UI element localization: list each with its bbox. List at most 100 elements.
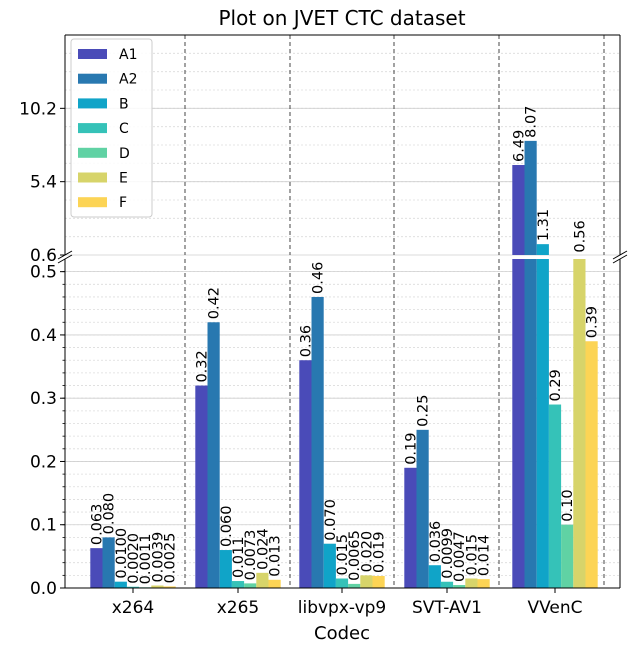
bar-D-VVenC [561, 524, 574, 588]
legend-label-E: E [119, 171, 128, 187]
x-tick-label: x264 [112, 598, 155, 618]
data-label: 0.0011 [138, 534, 154, 585]
y-tick-label: 0.0 [30, 579, 57, 599]
data-label: 0.024 [255, 528, 271, 570]
bar-B-VVenC-upper [536, 244, 549, 255]
bar-C-libvpx-vp9 [335, 578, 349, 588]
data-label: 0.39 [585, 306, 601, 338]
axis-break-mark [612, 254, 628, 264]
axis-break-mark [612, 250, 628, 260]
axis-break-mark [57, 254, 73, 264]
y-tick-label: 0.1 [30, 516, 57, 536]
data-label: 0.013 [268, 535, 284, 577]
data-label: 0.25 [416, 395, 432, 427]
bar-A2-x265 [207, 322, 220, 588]
data-label: 0.0020 [126, 533, 142, 584]
data-label: 0.0100 [114, 528, 130, 579]
bar-A1-SVT-AV1 [404, 467, 417, 588]
legend-label-B: B [119, 96, 129, 112]
bar-A1-VVenC-upper [512, 165, 525, 255]
bar-E-x265 [256, 572, 269, 588]
data-label: 0.015 [335, 534, 351, 576]
data-label: 0.014 [477, 535, 493, 577]
legend-swatch-C [78, 123, 107, 134]
data-label: 0.10 [560, 489, 576, 521]
bar-A1-x265 [195, 385, 208, 588]
legend-swatch-B [78, 98, 107, 109]
bar-B-SVT-AV1 [428, 565, 441, 588]
x-tick-label: x265 [217, 598, 260, 618]
x-axis-label: Codec [314, 623, 370, 644]
y-tick-label: 0.5 [30, 263, 57, 283]
data-label: 0.0025 [163, 533, 179, 584]
data-label: 0.011 [231, 537, 247, 579]
data-label: 0.0047 [452, 531, 468, 582]
data-label: 8.07 [524, 106, 540, 138]
bar-F-x265 [268, 579, 281, 588]
bar-B-x264 [114, 581, 127, 588]
data-label: 0.0073 [243, 530, 259, 581]
legend-label-F: F [119, 195, 127, 211]
bar-B-VVenC-lower [536, 259, 549, 588]
data-label: 0.080 [102, 493, 118, 535]
legend-swatch-E [78, 172, 107, 183]
bar-A1-VVenC-lower [512, 259, 525, 588]
bar-D-libvpx-vp9 [348, 583, 361, 588]
bar-C-x265 [231, 581, 245, 588]
data-label: 0.0039 [150, 532, 166, 583]
legend-swatch-A2 [78, 73, 107, 84]
x-tick-label: libvpx-vp9 [298, 598, 387, 618]
data-label: 0.063 [89, 504, 105, 546]
data-label: 0.036 [428, 521, 444, 563]
bar-E-SVT-AV1 [465, 578, 478, 588]
y-tick-label: 0.3 [30, 389, 57, 409]
legend-label-A1: A1 [119, 47, 137, 63]
bar-F-x264 [163, 586, 176, 588]
bar-B-libvpx-vp9 [323, 543, 336, 588]
data-label: 0.0065 [347, 530, 363, 581]
bar-C-VVenC [548, 404, 562, 588]
bar-A2-x264 [102, 537, 115, 588]
data-label: 0.42 [207, 287, 223, 319]
data-label: 0.36 [298, 325, 314, 357]
data-label: 1.31 [536, 209, 552, 241]
bar-E-VVenC-lower [573, 259, 586, 588]
legend-swatch-F [78, 197, 107, 208]
data-label: 0.29 [548, 369, 564, 401]
legend-label-C: C [119, 121, 129, 137]
bar-A1-x264 [90, 548, 103, 588]
data-label: 0.0099 [440, 528, 456, 579]
data-label: 0.46 [311, 262, 327, 294]
bar-C-SVT-AV1 [440, 581, 454, 588]
bar-F-libvpx-vp9 [372, 575, 385, 588]
y-tick-label: 0.2 [30, 452, 57, 472]
bar-A1-libvpx-vp9 [299, 360, 312, 588]
bar-A2-VVenC-lower [524, 259, 537, 588]
legend-swatch-A1 [78, 49, 107, 59]
bar-B-x265 [219, 550, 232, 588]
y-tick-label: 0.6 [30, 246, 57, 266]
x-tick-label: SVT-AV1 [412, 598, 482, 618]
legend-swatch-D [78, 147, 107, 158]
data-label: 0.015 [464, 534, 480, 576]
y-tick-label: 10.2 [19, 99, 57, 119]
data-label: 0.020 [359, 531, 375, 573]
bar-C-x264 [126, 586, 140, 588]
data-label: 6.49 [511, 130, 527, 162]
data-label: 0.56 [572, 220, 588, 252]
legend-label-A2: A2 [119, 72, 137, 88]
bar-A2-libvpx-vp9 [311, 296, 324, 588]
bar-D-SVT-AV1 [453, 585, 466, 588]
y-tick-label: 0.4 [30, 326, 57, 346]
legend-label-D: D [119, 146, 130, 162]
bar-E-x264 [151, 585, 164, 588]
bar-A2-VVenC-upper [524, 140, 537, 255]
bar-F-SVT-AV1 [477, 579, 490, 588]
bar-D-x265 [244, 583, 257, 588]
y-tick-label: 5.4 [30, 173, 57, 193]
data-label: 0.060 [219, 506, 235, 548]
bar-A2-SVT-AV1 [416, 429, 429, 588]
data-label: 0.32 [194, 350, 210, 382]
